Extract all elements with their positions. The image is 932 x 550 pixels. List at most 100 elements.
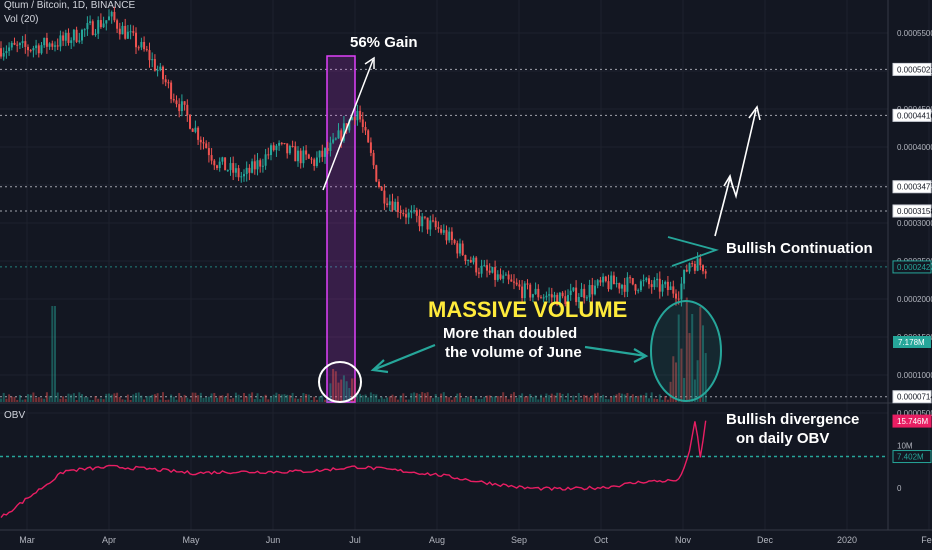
- volume-bar: [407, 399, 410, 402]
- obv-indicator-label[interactable]: OBV: [4, 410, 26, 421]
- candle-body: [445, 230, 448, 241]
- volume-bar: [577, 393, 580, 402]
- volume-indicator-label[interactable]: Vol (20): [4, 14, 39, 25]
- candle-body: [251, 161, 254, 173]
- candle-body: [515, 282, 518, 285]
- doubled-annotation-line1: More than doubled: [443, 325, 578, 342]
- candle-body: [108, 16, 110, 21]
- gain-arrow-head: [364, 56, 375, 69]
- volume-bar: [162, 392, 164, 402]
- candle-body: [553, 294, 556, 298]
- volume-bar: [518, 395, 521, 402]
- candle-body: [286, 143, 289, 154]
- candle-body: [477, 272, 480, 274]
- volume-bar: [291, 392, 294, 402]
- price-tick-label: 0.0004000: [897, 143, 932, 152]
- candle-body: [67, 32, 70, 43]
- candle-body: [669, 286, 672, 290]
- candle-body: [278, 142, 281, 146]
- candle-body: [232, 163, 235, 173]
- volume-bar: [197, 395, 200, 402]
- candle-body: [610, 275, 613, 290]
- volume-bar: [634, 397, 637, 402]
- candle-body: [580, 288, 583, 298]
- volume-bar: [342, 375, 345, 402]
- candle-body: [259, 160, 262, 167]
- candle-body: [499, 274, 502, 279]
- candle-body: [226, 170, 229, 172]
- candle-body: [132, 31, 135, 33]
- candle-body: [167, 82, 170, 84]
- candle-body: [434, 220, 437, 228]
- candle-body: [221, 157, 224, 162]
- candle-body: [288, 145, 291, 154]
- candle-body: [550, 294, 553, 298]
- volume-bar: [310, 399, 313, 402]
- candle-body: [594, 285, 596, 295]
- volume-bar: [361, 395, 364, 402]
- candle-body: [386, 203, 389, 206]
- candle-body: [545, 295, 548, 298]
- candle-body: [607, 281, 610, 290]
- price-level-label: 0.0005021: [897, 65, 932, 74]
- volume-bar: [326, 398, 329, 402]
- volume-bar: [175, 399, 178, 402]
- candle-body: [194, 127, 197, 132]
- volume-bar: [299, 398, 302, 402]
- price-level-badge: [892, 204, 932, 218]
- obv-value-badge: [892, 450, 932, 464]
- volume-bar: [137, 392, 140, 402]
- candle-body: [380, 186, 383, 191]
- candle-body: [615, 283, 618, 285]
- volume-bar: [245, 396, 248, 402]
- obv-tick-label: 10M: [897, 442, 913, 451]
- volume-bar: [0, 398, 2, 402]
- candle-body: [402, 213, 405, 215]
- volume-bar: [445, 396, 448, 402]
- candle-body: [394, 201, 397, 211]
- candle-body: [324, 148, 326, 157]
- price-level-label: 0.0003477: [897, 183, 932, 192]
- volume-bar: [83, 396, 86, 402]
- volume-bar: [648, 398, 650, 402]
- candle-body: [623, 284, 626, 292]
- x-tick-label: Feb: [921, 535, 932, 545]
- candle-body: [361, 119, 364, 127]
- right-teal-arrow-head: [633, 348, 649, 363]
- volume-bar: [67, 393, 70, 402]
- candle-body: [399, 212, 402, 214]
- volume-bar: [369, 392, 372, 402]
- candle-body: [0, 48, 2, 57]
- volume-bar: [418, 394, 421, 402]
- candle-body: [164, 79, 167, 83]
- candle-body: [618, 283, 621, 289]
- candle-body: [8, 47, 11, 52]
- price-tick-label: 0.0002000: [897, 295, 932, 304]
- candle-body: [94, 33, 97, 35]
- candle-body: [78, 40, 81, 42]
- june-volume-circle: [318, 361, 362, 403]
- candle-body: [59, 35, 62, 47]
- volume-bar: [224, 396, 227, 402]
- volume-bar: [27, 394, 29, 402]
- volume-bar: [264, 394, 267, 402]
- volume-bar: [56, 392, 59, 402]
- candle-body: [27, 46, 29, 51]
- volume-bar: [537, 399, 540, 402]
- volume-bar: [297, 398, 299, 402]
- volume-bar: [502, 392, 505, 402]
- volume-bar: [472, 399, 475, 402]
- candle-body: [631, 278, 634, 285]
- volume-bar: [213, 392, 216, 402]
- candle-body: [270, 145, 272, 156]
- volume-bar: [486, 395, 488, 402]
- candle-body: [548, 294, 551, 296]
- volume-bar: [513, 392, 515, 402]
- candle-body: [294, 146, 297, 162]
- volume-bar: [45, 392, 48, 402]
- symbol-title[interactable]: Qtum / Bitcoin, 1D, BINANCE: [4, 0, 136, 11]
- volume-bar: [602, 394, 605, 402]
- volume-bar: [78, 392, 81, 402]
- candle-body: [148, 50, 151, 61]
- volume-bar: [507, 399, 510, 402]
